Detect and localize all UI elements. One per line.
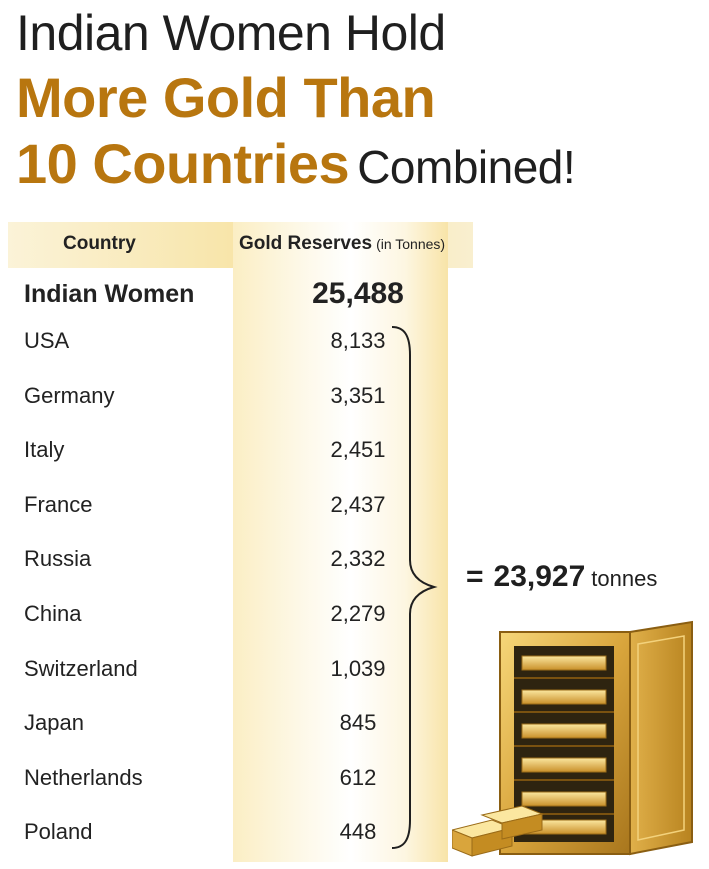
- total-value: 23,927: [493, 560, 586, 593]
- column-header-country: Country: [63, 233, 136, 254]
- title-line-2: More Gold Than: [16, 66, 436, 129]
- row-value: 2,451: [330, 437, 386, 463]
- row-value: 2,279: [330, 601, 386, 626]
- row-value: 612: [339, 764, 377, 790]
- row-value: 3,351: [330, 382, 386, 408]
- row-label: Switzerland: [24, 655, 138, 681]
- column-header-gold-label: Gold Reserves: [239, 233, 373, 254]
- row-value: 845: [339, 710, 377, 736]
- gold-column-highlight: [233, 222, 448, 862]
- column-header-gold-reserves: Gold Reserves (in Tonnes): [239, 233, 445, 255]
- row-label: Italy: [24, 437, 65, 463]
- row-label: Germany: [24, 382, 115, 408]
- row-value: 448: [339, 819, 377, 845]
- row-label: Russia: [24, 546, 92, 572]
- row-label: France: [24, 491, 93, 517]
- row-value-highlight: 25,488: [312, 277, 404, 310]
- row-value: 2,332: [330, 546, 386, 572]
- row-label: Netherlands: [24, 764, 143, 790]
- row-value: 8,133: [330, 328, 386, 353]
- title-line-1: Indian Women Hold: [16, 5, 446, 61]
- title-line-3-suffix: Combined!: [357, 141, 576, 193]
- total-label: = 23,927 tonnes: [466, 560, 657, 594]
- total-equals: =: [466, 560, 484, 593]
- row-label: USA: [24, 328, 70, 353]
- column-header-unit: (in Tonnes): [376, 236, 446, 252]
- row-label-highlight: Indian Women: [24, 280, 195, 308]
- title-line-3: 10 Countries Combined!: [16, 136, 576, 193]
- gold-safe-icon: [452, 620, 693, 857]
- row-label: China: [24, 601, 82, 626]
- row-label: Poland: [24, 819, 93, 845]
- gold-bars-icon: [452, 805, 544, 857]
- row-label: Japan: [24, 710, 84, 736]
- curly-brace: [391, 326, 438, 849]
- row-value: 2,437: [330, 491, 386, 517]
- row-value: 1,039: [330, 655, 386, 681]
- total-unit: tonnes: [591, 566, 658, 591]
- title-line-3-highlight: 10 Countries: [16, 132, 350, 195]
